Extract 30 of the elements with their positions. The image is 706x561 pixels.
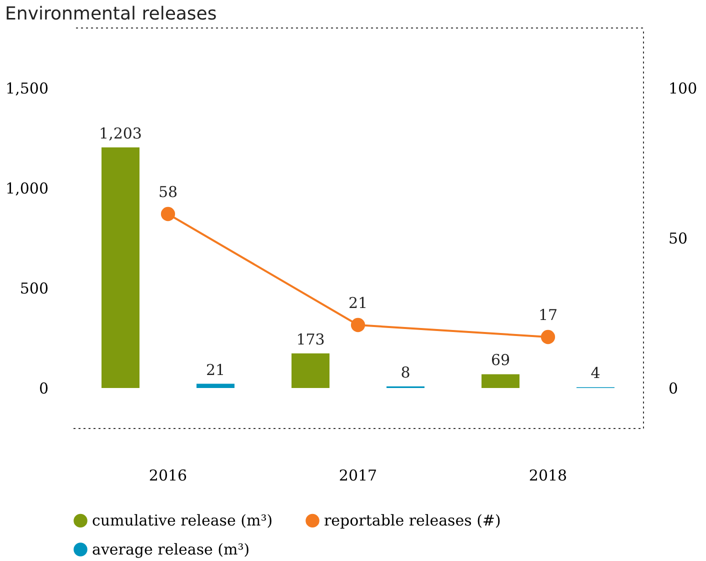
y-tick-label: 0: [38, 380, 48, 398]
x-tick-label: 2017: [338, 466, 378, 484]
data-label: 21: [348, 294, 368, 312]
y2-tick-label: 100: [668, 80, 698, 98]
data-label: 8: [400, 363, 410, 382]
data-label: 1,203: [99, 124, 142, 142]
y-tick-label: 1,500: [6, 80, 48, 98]
chart-title: Environmental releases: [5, 4, 217, 24]
bar: [292, 353, 330, 388]
y2-tick-label: 0: [668, 380, 678, 398]
y-tick-label: 1,000: [6, 180, 48, 198]
data-label: 21: [206, 360, 226, 379]
data-label: 173: [296, 330, 325, 348]
y-tick-label: 500: [20, 280, 48, 298]
legend-label: cumulative release (m³): [92, 512, 273, 530]
bar: [102, 147, 140, 388]
x-tick-label: 2016: [148, 466, 188, 484]
data-label: 17: [538, 306, 558, 324]
point: [350, 318, 366, 332]
data-label: 4: [590, 364, 600, 382]
bar: [482, 374, 520, 388]
legend-label: reportable releases (#): [324, 512, 501, 530]
y2-tick-label: 50: [668, 230, 688, 248]
legend-label: average release (m³): [92, 540, 250, 558]
x-tick-label: 2018: [528, 466, 568, 484]
point: [160, 206, 176, 222]
bar: [196, 384, 234, 388]
data-label: 58: [158, 183, 178, 202]
data-label: 69: [490, 351, 510, 370]
point: [540, 330, 556, 344]
